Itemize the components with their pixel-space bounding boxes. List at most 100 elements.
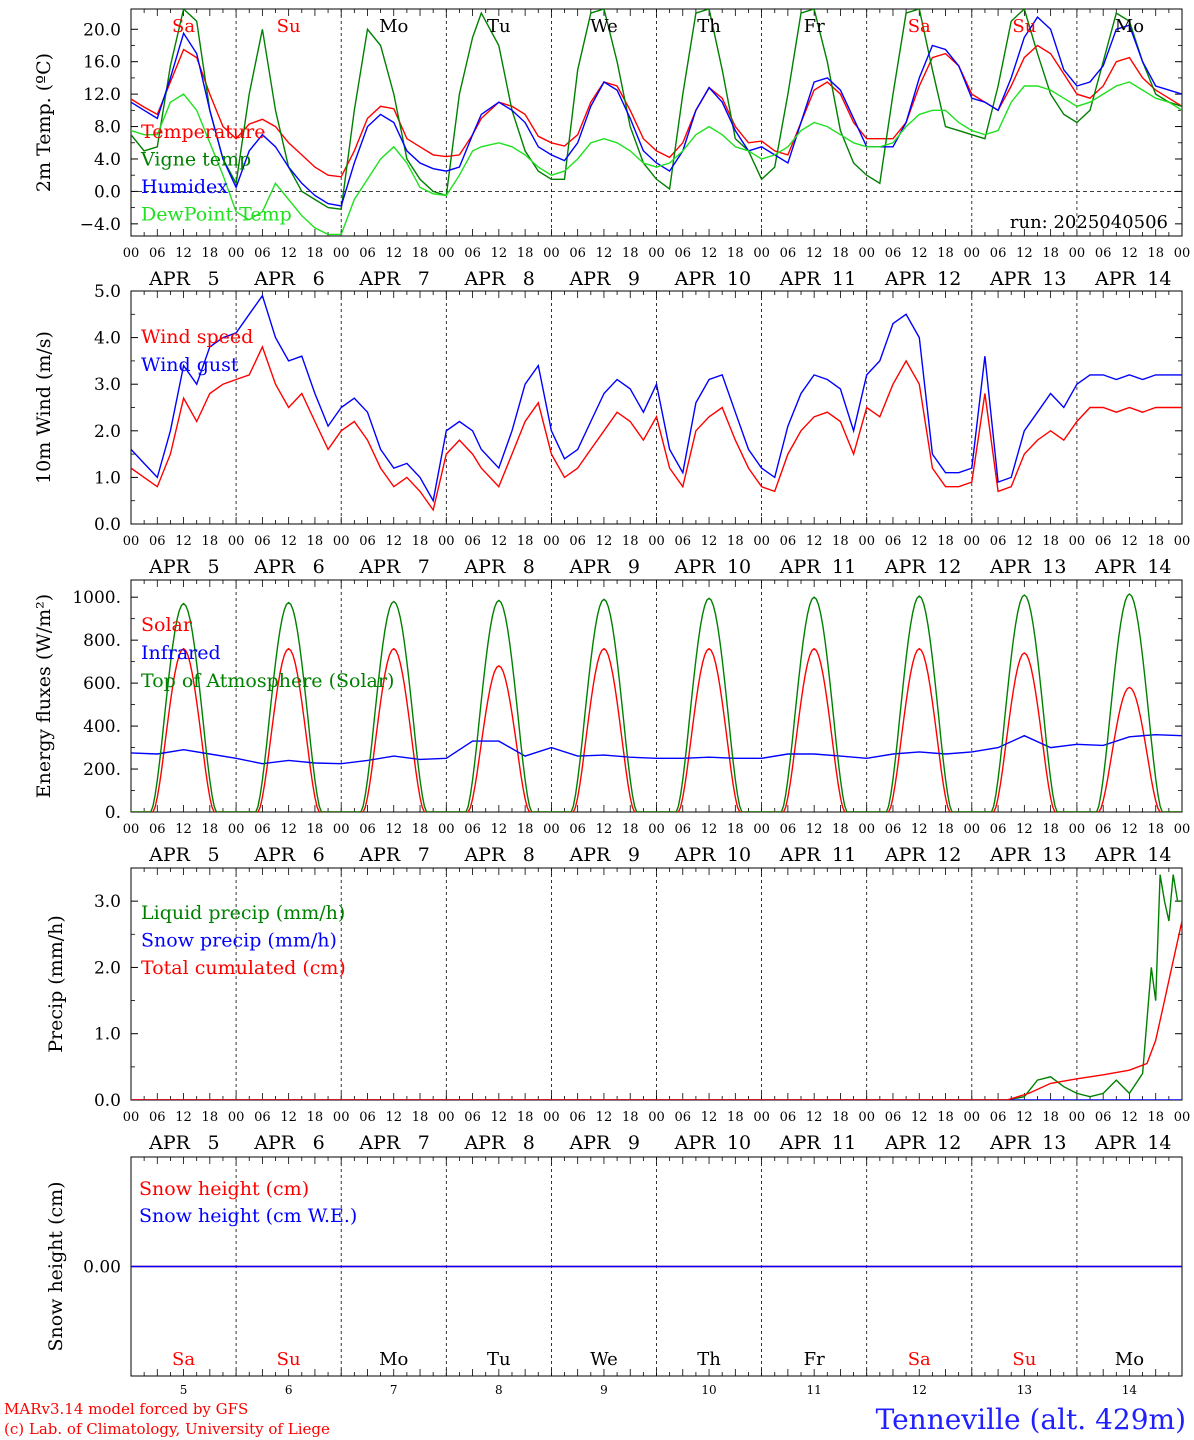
- snow-dow-label: Su: [1012, 1349, 1036, 1370]
- energy-hour-label: 18: [1042, 822, 1059, 837]
- temperature-month-label: APR: [989, 268, 1032, 290]
- wind-hour-label: 18: [622, 534, 639, 549]
- precip-hour-label: 06: [254, 1110, 271, 1125]
- wind-hour-label: 00: [753, 534, 770, 549]
- model-credit: MARv3.14 model forced by GFS: [4, 1400, 249, 1418]
- wind-hour-label: 12: [280, 534, 297, 549]
- wind-hour-label: 12: [596, 534, 613, 549]
- precip-month-label: APR: [884, 1132, 927, 1154]
- wind-month-label: APR: [779, 556, 822, 578]
- temperature-y-tick-label: 16.0: [83, 53, 121, 73]
- precip-date-label: 14: [1147, 1132, 1171, 1154]
- wind-hour-label: 12: [701, 534, 718, 549]
- temperature-y-tick-label: 0.0: [94, 182, 121, 202]
- precip-hour-label: 12: [385, 1110, 402, 1125]
- wind-hour-label: 06: [885, 534, 902, 549]
- temperature-month-label: APR: [779, 268, 822, 290]
- precip-hour-label: 06: [464, 1110, 481, 1125]
- energy-date-label: 9: [628, 844, 640, 866]
- wind-hour-label: 06: [569, 534, 586, 549]
- wind-hour-label: 12: [1016, 534, 1033, 549]
- snow-dow-label: Fr: [804, 1349, 825, 1370]
- precip-hour-label: 12: [280, 1110, 297, 1125]
- temperature-hour-label: 00: [858, 246, 875, 261]
- run-label: run: 2025040506: [1010, 212, 1168, 233]
- wind-date-label: 5: [208, 556, 220, 578]
- energy-hour-label: 12: [806, 822, 823, 837]
- energy-hour-label: 12: [491, 822, 508, 837]
- precip-legend-total-cumulated-cm-: Total cumulated (cm): [141, 957, 346, 979]
- wind-hour-label: 00: [1174, 534, 1191, 549]
- energy-hour-label: 12: [911, 822, 928, 837]
- precip-series-total-cumulated-cm-: [131, 920, 1182, 1100]
- energy-month-label: APR: [358, 844, 401, 866]
- wind-date-label: 14: [1147, 556, 1171, 578]
- precip-month-label: APR: [1094, 1132, 1137, 1154]
- temperature-date-label: 10: [727, 268, 751, 290]
- temperature-hour-label: 00: [333, 246, 350, 261]
- precip-y-tick-label: 3.0: [94, 892, 121, 912]
- precip-hour-label: 00: [753, 1110, 770, 1125]
- wind-hour-label: 06: [990, 534, 1007, 549]
- precip-hour-label: 18: [1042, 1110, 1059, 1125]
- temperature-date-label: 11: [832, 268, 856, 290]
- temperature-dow-label: We: [590, 16, 618, 37]
- wind-hour-label: 00: [543, 534, 560, 549]
- precip-date-label: 7: [418, 1132, 430, 1154]
- temperature-month-label: APR: [569, 268, 612, 290]
- energy-series-solar: [131, 647, 1182, 812]
- wind-month-label: APR: [1094, 556, 1137, 578]
- energy-hour-label: 00: [858, 822, 875, 837]
- energy-y-tick-label: 200.: [83, 760, 121, 780]
- wind-date-label: 11: [832, 556, 856, 578]
- temperature-hour-label: 18: [1147, 246, 1164, 261]
- precip-legend-snow-precip-mm-h-: Snow precip (mm/h): [141, 930, 337, 952]
- temperature-dow-label: Tu: [487, 16, 511, 37]
- wind-hour-label: 06: [675, 534, 692, 549]
- precip-hour-label: 18: [202, 1110, 219, 1125]
- temperature-date-label: 6: [313, 268, 325, 290]
- temperature-date-label: 12: [937, 268, 961, 290]
- wind-hour-label: 18: [307, 534, 324, 549]
- energy-legend-solar: Solar: [141, 614, 193, 636]
- energy-hour-label: 06: [675, 822, 692, 837]
- temperature-month-label: APR: [463, 268, 506, 290]
- temperature-hour-label: 18: [307, 246, 324, 261]
- temperature-dow-label: Sa: [908, 16, 931, 37]
- snow-dow-label: Th: [697, 1349, 721, 1370]
- temperature-hour-label: 06: [464, 246, 481, 261]
- energy-y-tick-label: 400.: [83, 717, 121, 737]
- energy-month-label: APR: [674, 844, 717, 866]
- precip-hour-label: 18: [307, 1110, 324, 1125]
- energy-month-label: APR: [253, 844, 296, 866]
- temperature-legend-temperature: Temperature: [141, 121, 265, 143]
- energy-hour-label: 00: [1174, 822, 1191, 837]
- temperature-hour-label: 12: [911, 246, 928, 261]
- wind-hour-label: 00: [858, 534, 875, 549]
- temperature-hour-label: 12: [175, 246, 192, 261]
- temperature-hour-label: 00: [228, 246, 245, 261]
- energy-hour-label: 12: [175, 822, 192, 837]
- wind-month-label: APR: [253, 556, 296, 578]
- precip-hour-label: 06: [359, 1110, 376, 1125]
- temperature-hour-label: 12: [701, 246, 718, 261]
- wind-hour-label: 06: [1095, 534, 1112, 549]
- wind-hour-label: 12: [911, 534, 928, 549]
- temperature-hour-label: 12: [1016, 246, 1033, 261]
- precip-hour-label: 06: [990, 1110, 1007, 1125]
- snow-dow-label: Sa: [908, 1349, 931, 1370]
- energy-hour-label: 18: [1147, 822, 1164, 837]
- wind-hour-label: 00: [123, 534, 140, 549]
- temperature-dow-label: Th: [697, 16, 721, 37]
- temperature-date-label: 5: [208, 268, 220, 290]
- wind-hour-label: 12: [385, 534, 402, 549]
- precip-date-label: 12: [937, 1132, 961, 1154]
- snow-dow-label: Su: [277, 1349, 301, 1370]
- snow-date-label: 14: [1122, 1383, 1138, 1395]
- snow-legend-snow-height-cm-: Snow height (cm): [139, 1178, 309, 1200]
- precip-date-label: 10: [727, 1132, 751, 1154]
- energy-hour-label: 12: [280, 822, 297, 837]
- energy-date-label: 12: [937, 844, 961, 866]
- temperature-hour-label: 12: [596, 246, 613, 261]
- precip-hour-label: 18: [937, 1110, 954, 1125]
